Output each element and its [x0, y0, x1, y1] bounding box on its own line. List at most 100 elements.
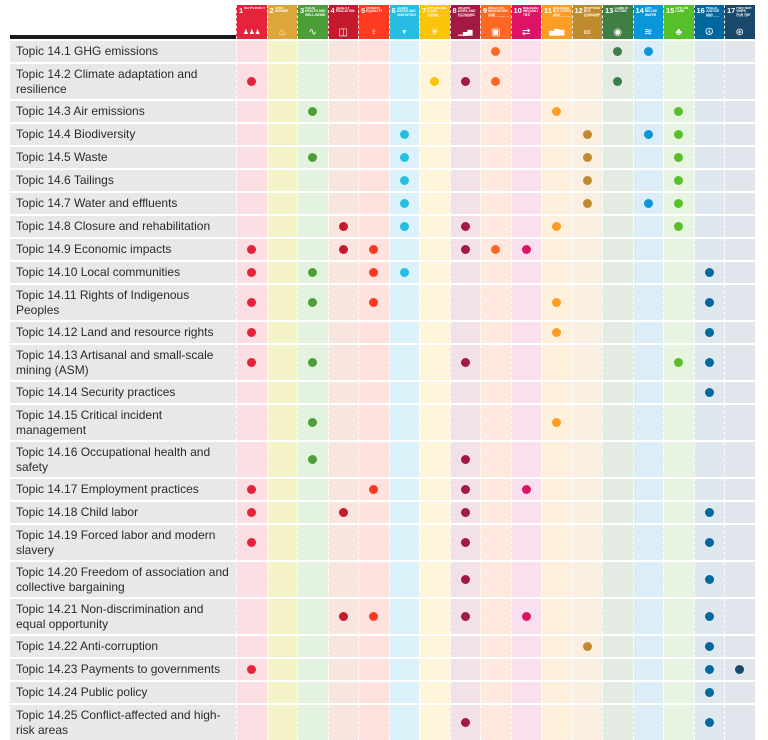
- matrix-cell: [327, 262, 358, 283]
- matrix-cell: [724, 562, 755, 597]
- sdg-dot-6: [399, 222, 409, 231]
- sdg-dot-6: [399, 176, 409, 185]
- matrix-cell: [388, 239, 419, 260]
- sdg-dot-5: [369, 268, 379, 277]
- matrix-cell: [663, 502, 694, 523]
- sdg-header-text: 13 Climate action: [603, 5, 633, 15]
- matrix-cell: [419, 525, 450, 560]
- sdg-name: Climate action: [614, 7, 629, 14]
- matrix-cell: [236, 599, 267, 634]
- matrix-cell: [663, 405, 694, 440]
- matrix-cell: [419, 64, 450, 99]
- sdg-header-2: 2 Zero hunger ♨: [266, 5, 298, 39]
- table-row: Topic 14.17 Employment practices: [10, 479, 768, 500]
- sdg-dot-1: [247, 538, 257, 547]
- sdg-dot-4: [338, 222, 348, 231]
- sdg-name: No poverty: [244, 7, 266, 10]
- matrix-cell: [510, 442, 541, 477]
- matrix-cell: [449, 405, 480, 440]
- matrix-cell: [419, 101, 450, 122]
- sdg-dot-3: [308, 153, 318, 162]
- matrix-cell: [449, 239, 480, 260]
- sdg-dot-1: [247, 485, 257, 494]
- matrix-cell: [236, 285, 267, 320]
- sdg-header-9: 9Industry, innovation and infrastructure…: [480, 5, 511, 39]
- matrix-cell: [236, 405, 267, 440]
- matrix-cell: [663, 479, 694, 500]
- matrix-cell: [510, 193, 541, 214]
- sdg-header-text: 3 Good health and well-being: [298, 5, 328, 17]
- sdg-dot-11: [552, 107, 562, 116]
- matrix-cell: [480, 405, 511, 440]
- sdg-dot-1: [247, 298, 257, 307]
- sdg-dot-7: [430, 77, 440, 86]
- matrix-cell: [327, 345, 358, 380]
- matrix-cell: [663, 101, 694, 122]
- sdg-dot-8: [460, 508, 470, 517]
- matrix-cell: [419, 170, 450, 191]
- matrix-cell: [632, 479, 663, 500]
- sdg-header-text: 10 Reduced inequalities: [512, 5, 542, 17]
- matrix-cell: [358, 479, 389, 500]
- sdg-dot-1: [247, 77, 257, 86]
- matrix-cell: [419, 322, 450, 343]
- matrix-cell: [632, 636, 663, 657]
- topic-label: Topic 14.6 Tailings: [10, 170, 236, 191]
- matrix-cell: [358, 124, 389, 145]
- matrix-cell: [510, 285, 541, 320]
- matrix-cell: [480, 682, 511, 703]
- matrix-cell: [480, 525, 511, 560]
- matrix-cell: [541, 147, 572, 168]
- matrix-cell: [480, 285, 511, 320]
- matrix-cell: [602, 285, 633, 320]
- matrix-cell: [541, 636, 572, 657]
- matrix-cell: [663, 599, 694, 634]
- sdg-dot-1: [247, 358, 257, 367]
- matrix-cell: [480, 64, 511, 99]
- sdg-dot-1: [247, 245, 257, 254]
- sdg-header-3: 3 Good health and well-being ∿: [297, 5, 328, 39]
- matrix-cell: [266, 382, 297, 403]
- matrix-cell: [510, 262, 541, 283]
- matrix-cell: [266, 479, 297, 500]
- matrix-cell: [297, 262, 328, 283]
- matrix-cell: [724, 502, 755, 523]
- matrix-cell: [724, 147, 755, 168]
- matrix-cell: [449, 285, 480, 320]
- matrix-cell: [358, 405, 389, 440]
- matrix-cell: [632, 239, 663, 260]
- matrix-cell: [236, 124, 267, 145]
- water-drop-icon: ▼: [401, 29, 408, 36]
- matrix-cell: [358, 659, 389, 680]
- matrix-cell: [297, 479, 328, 500]
- matrix-cell: [632, 682, 663, 703]
- matrix-cell: [571, 285, 602, 320]
- sdg-dot-8: [460, 358, 470, 367]
- matrix-cell: [602, 502, 633, 523]
- table-row: Topic 14.2 Climate adaptation and resili…: [10, 64, 768, 99]
- matrix-cell: [541, 124, 572, 145]
- matrix-cell: [419, 479, 450, 500]
- matrix-cell: [663, 147, 694, 168]
- matrix-cell: [327, 101, 358, 122]
- matrix-cell: [419, 124, 450, 145]
- matrix-cell: [632, 382, 663, 403]
- sdg-header-text: 2 Zero hunger: [268, 5, 298, 15]
- matrix-cell: [510, 41, 541, 62]
- matrix-cell: [602, 239, 633, 260]
- matrix-cell: [602, 405, 633, 440]
- sdg-dot-15: [674, 199, 684, 208]
- table-row: Topic 14.21 Non-discrimination and equal…: [10, 599, 768, 634]
- sdg-dot-15: [674, 153, 684, 162]
- matrix-cell: [327, 682, 358, 703]
- sdg-header-1: 1 No poverty ♟♟♟: [236, 5, 267, 39]
- matrix-cell: [724, 193, 755, 214]
- matrix-cell: [602, 345, 633, 380]
- matrix-cell: [602, 525, 633, 560]
- matrix-cell: [297, 216, 328, 237]
- matrix-cell: [693, 170, 724, 191]
- sdg-name: Industry, innovation and infrastructure: [488, 7, 509, 17]
- matrix-cell: [480, 101, 511, 122]
- sdg-name: Quality education: [335, 7, 355, 14]
